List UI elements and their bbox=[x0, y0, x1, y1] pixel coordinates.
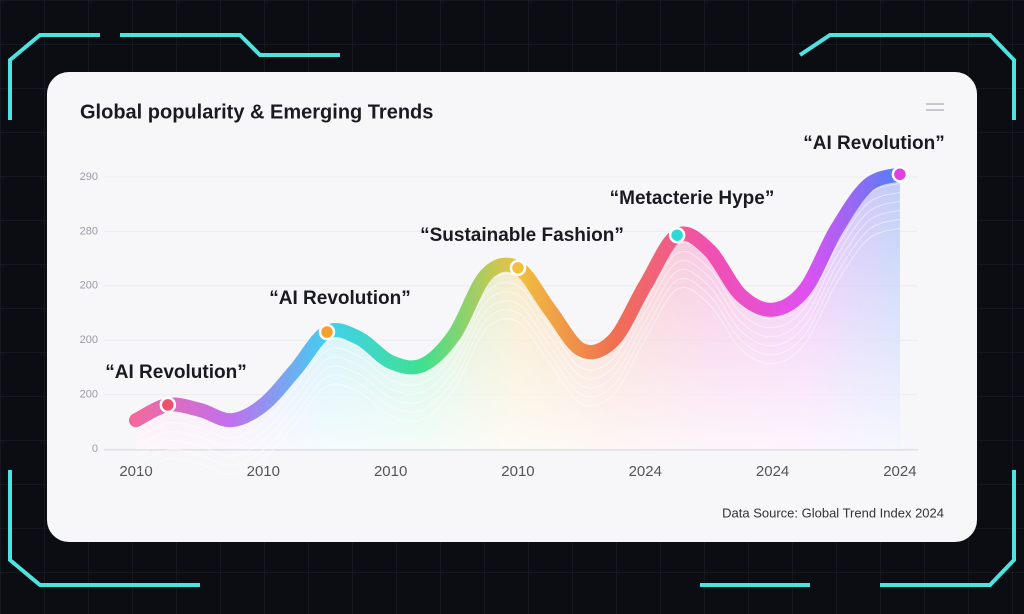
x-tick-label: 2010 bbox=[247, 463, 280, 480]
wave-line bbox=[135, 191, 901, 439]
annotation: “AI Revolution” bbox=[803, 133, 944, 154]
marker bbox=[159, 396, 177, 414]
y-tick-label: 200 bbox=[80, 389, 98, 401]
marker bbox=[318, 323, 336, 341]
y-tick-label: 0 bbox=[92, 443, 98, 455]
y-tick-label: 280 bbox=[80, 225, 98, 237]
chart-title: Global popularity & Emerging Trends bbox=[80, 101, 433, 123]
x-tick-label: 2024 bbox=[756, 463, 789, 480]
y-tick-label: 200 bbox=[80, 280, 98, 292]
marker bbox=[891, 166, 909, 183]
wave-line bbox=[135, 182, 901, 430]
annotation: “Sustainable Fashion” bbox=[420, 225, 624, 246]
marker bbox=[668, 226, 686, 244]
x-tick-label: 2010 bbox=[374, 463, 407, 480]
y-tick-label: 200 bbox=[80, 334, 98, 346]
marker bbox=[509, 259, 527, 277]
wave-line bbox=[135, 200, 901, 448]
x-tick-label: 2010 bbox=[119, 463, 152, 480]
x-tick-label: 2010 bbox=[501, 463, 534, 480]
annotation: “AI Revolution” bbox=[105, 362, 246, 383]
wave-line bbox=[135, 209, 901, 457]
x-tick-label: 2024 bbox=[883, 463, 916, 480]
frame bbox=[8, 33, 1016, 587]
menu-icon[interactable] bbox=[926, 103, 944, 111]
wave-line bbox=[135, 227, 901, 475]
wave-line bbox=[135, 218, 901, 466]
annotation: “Metacterie Hype” bbox=[610, 188, 775, 209]
y-tick-label: 290 bbox=[80, 171, 98, 183]
source-note: Data Source: Global Trend Index 2024 bbox=[722, 505, 944, 520]
x-tick-label: 2024 bbox=[629, 463, 662, 480]
area-fade bbox=[136, 174, 900, 449]
annotation: “AI Revolution” bbox=[269, 288, 410, 309]
